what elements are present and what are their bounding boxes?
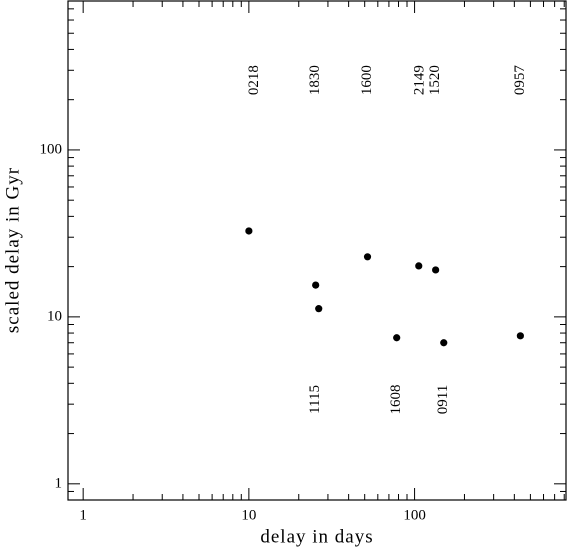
point <box>245 227 253 235</box>
y-axis-label: scaled delay in Gyr <box>2 167 23 333</box>
x-tick-label: 10 <box>241 507 256 523</box>
annotation: 0957 <box>512 65 528 96</box>
point <box>516 332 524 340</box>
y-tick-label: 100 <box>40 141 63 157</box>
annotation: 1115 <box>307 385 323 414</box>
annotation: 1608 <box>388 384 404 414</box>
point <box>432 266 440 274</box>
point <box>440 339 448 347</box>
x-axis-label: delay in days <box>260 526 373 547</box>
point <box>415 262 423 270</box>
x-tick-label: 100 <box>403 507 426 523</box>
annotation: 0218 <box>246 65 262 95</box>
annotation: 0911 <box>435 385 451 414</box>
annotation: 1830 <box>307 65 323 95</box>
y-tick-label: 10 <box>47 308 62 324</box>
point <box>312 281 320 289</box>
plot-frame <box>67 0 567 501</box>
point <box>315 305 323 313</box>
x-tick-label: 1 <box>79 507 87 523</box>
annotation: 1520 <box>427 65 443 95</box>
point <box>363 253 372 261</box>
point <box>393 334 401 342</box>
annotation: 2149 <box>412 65 428 95</box>
annotation: 1600 <box>359 65 375 95</box>
y-tick-label: 1 <box>55 475 63 491</box>
